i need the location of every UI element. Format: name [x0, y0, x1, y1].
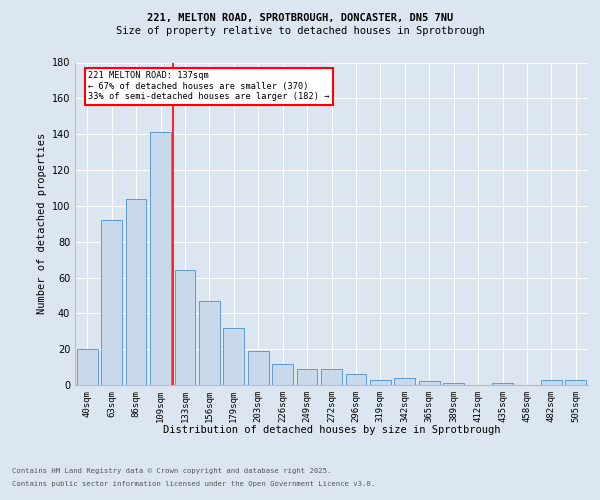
Bar [419, 382, 440, 385]
Bar [443, 383, 464, 385]
Text: Size of property relative to detached houses in Sprotbrough: Size of property relative to detached ho… [116, 26, 484, 36]
Bar [321, 369, 342, 385]
Bar [272, 364, 293, 385]
Bar [394, 378, 415, 385]
Bar [565, 380, 586, 385]
Bar [125, 198, 146, 385]
Bar [199, 301, 220, 385]
Bar [346, 374, 367, 385]
Bar [175, 270, 196, 385]
Bar [248, 351, 269, 385]
Bar [150, 132, 171, 385]
Bar [370, 380, 391, 385]
Text: Contains public sector information licensed under the Open Government Licence v3: Contains public sector information licen… [12, 481, 375, 487]
Text: 221, MELTON ROAD, SPROTBROUGH, DONCASTER, DN5 7NU: 221, MELTON ROAD, SPROTBROUGH, DONCASTER… [147, 12, 453, 22]
Text: 221 MELTON ROAD: 137sqm
← 67% of detached houses are smaller (370)
33% of semi-d: 221 MELTON ROAD: 137sqm ← 67% of detache… [88, 72, 330, 102]
Bar [492, 383, 513, 385]
Bar [101, 220, 122, 385]
Y-axis label: Number of detached properties: Number of detached properties [37, 133, 47, 314]
Bar [541, 380, 562, 385]
Text: Contains HM Land Registry data © Crown copyright and database right 2025.: Contains HM Land Registry data © Crown c… [12, 468, 331, 473]
Bar [223, 328, 244, 385]
Bar [77, 349, 98, 385]
Bar [296, 369, 317, 385]
X-axis label: Distribution of detached houses by size in Sprotbrough: Distribution of detached houses by size … [163, 425, 500, 435]
